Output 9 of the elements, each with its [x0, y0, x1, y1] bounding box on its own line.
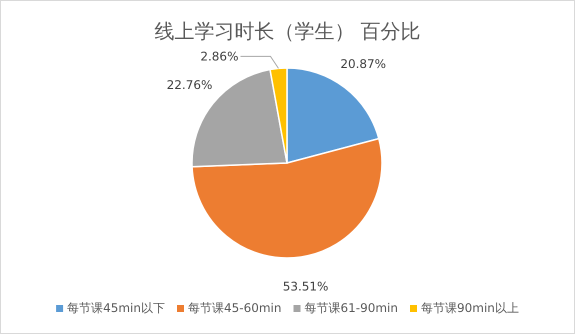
- chart-title: 线上学习时长（学生） 百分比: [154, 19, 421, 43]
- data-label: 53.51%: [282, 280, 328, 294]
- data-label: 22.76%: [166, 78, 212, 92]
- legend-label: 每节课45min以下: [67, 301, 165, 315]
- legend-label: 每节课61-90min: [304, 301, 398, 315]
- data-label: 2.86%: [200, 49, 238, 64]
- legend-label: 每节课90min以上: [421, 301, 519, 315]
- data-label: 20.87%: [340, 56, 386, 71]
- legend-label: 每节课45-60min: [188, 301, 282, 315]
